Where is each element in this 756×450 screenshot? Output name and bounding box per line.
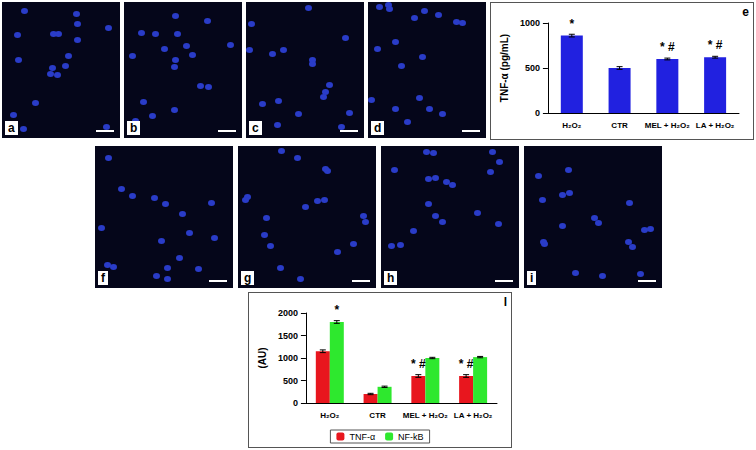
svg-text:1000: 1000 xyxy=(520,18,540,28)
svg-text:TNF-α: TNF-α xyxy=(349,432,375,442)
svg-text:CTR: CTR xyxy=(611,121,628,130)
svg-text:NF-kB: NF-kB xyxy=(398,432,424,442)
svg-text:(AU): (AU) xyxy=(257,347,268,368)
html-text:h: h xyxy=(387,271,395,285)
svg-text:0: 0 xyxy=(535,108,540,118)
svg-text:2000: 2000 xyxy=(278,308,298,318)
svg-text:* #: * # xyxy=(459,357,474,371)
svg-text:TNF-α (pg/mL): TNF-α (pg/mL) xyxy=(499,34,510,102)
svg-text:LA + H₂O₂: LA + H₂O₂ xyxy=(696,121,735,130)
html-text:c: c xyxy=(252,121,259,135)
svg-text:H₂O₂: H₂O₂ xyxy=(562,121,582,130)
svg-text:500: 500 xyxy=(283,376,298,386)
svg-text:MEL + H₂O₂: MEL + H₂O₂ xyxy=(403,411,448,420)
svg-text:* #: * # xyxy=(411,357,426,371)
svg-text:*: * xyxy=(334,303,339,317)
svg-text:H₂O₂: H₂O₂ xyxy=(320,411,340,420)
html-text:a: a xyxy=(8,121,15,135)
svg-text:MEL + H₂O₂: MEL + H₂O₂ xyxy=(645,121,690,130)
html-text:l: l xyxy=(503,295,507,309)
svg-text:1500: 1500 xyxy=(278,331,298,341)
svg-text:* #: * # xyxy=(708,38,723,52)
svg-text:0: 0 xyxy=(293,398,298,408)
svg-text:*: * xyxy=(569,17,574,31)
svg-text:CTR: CTR xyxy=(369,411,386,420)
html-text:g: g xyxy=(244,271,252,285)
html-text:d: d xyxy=(374,121,382,135)
html-text:i: i xyxy=(530,271,534,285)
svg-text:* #: * # xyxy=(660,40,675,54)
html-text:b: b xyxy=(130,121,138,135)
html-text:e: e xyxy=(742,5,749,19)
svg-text:LA + H₂O₂: LA + H₂O₂ xyxy=(454,411,493,420)
svg-text:1000: 1000 xyxy=(278,353,298,363)
html-text:f: f xyxy=(101,271,105,285)
svg-text:500: 500 xyxy=(525,63,540,73)
